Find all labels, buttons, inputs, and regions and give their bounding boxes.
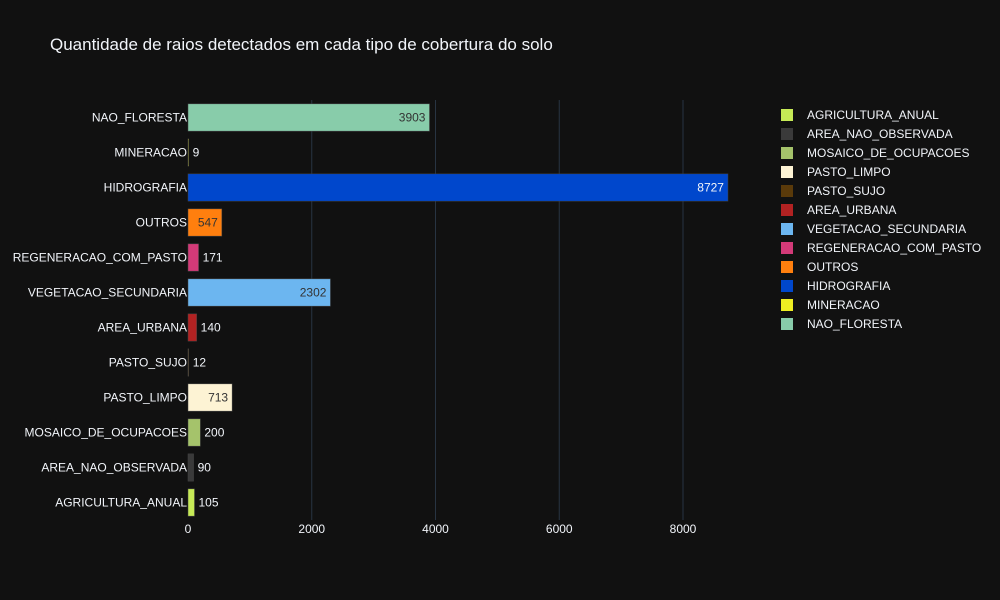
category-label: AREA_NAO_OBSERVADA <box>41 461 187 475</box>
category-labels: AGRICULTURA_ANUAL AREA_NAO_OBSERVADA MOSAI… <box>13 111 188 510</box>
data-label: 105 <box>198 496 218 510</box>
legend-item-mineracao[interactable]: MINERACAO <box>781 298 880 312</box>
legend-swatch <box>781 280 793 292</box>
legend-label: REGENERACAO_COM_PASTO <box>807 241 981 255</box>
bar-mosaico-de-ocupacoes[interactable] <box>187 418 201 447</box>
legend[interactable]: AGRICULTURA_ANUAL AREA_NAO_OBSERVADA MOSAI… <box>781 108 981 331</box>
data-label: 9 <box>193 146 200 160</box>
legend-item-hidrografia[interactable]: HIDROGRAFIA <box>781 279 890 293</box>
data-label: 2302 <box>300 286 327 300</box>
legend-label: PASTO_SUJO <box>807 184 885 198</box>
legend-label: PASTO_LIMPO <box>807 165 891 179</box>
data-label: 8727 <box>697 181 724 195</box>
data-labels: 105 90 200 713 12 140 2302 171 547 8727 9 3903 <box>193 111 725 510</box>
bar-pasto-limpo[interactable] <box>187 383 233 412</box>
legend-item-regeneracao-com-pasto[interactable]: REGENERACAO_COM_PASTO <box>781 241 981 255</box>
data-label: 547 <box>198 216 218 230</box>
legend-label: HIDROGRAFIA <box>807 279 890 293</box>
legend-label: AREA_URBANA <box>807 203 896 217</box>
legend-swatch <box>781 242 793 254</box>
legend-item-mosaico-de-ocupacoes[interactable]: MOSAICO_DE_OCUPACOES <box>781 146 969 160</box>
legend-item-area-nao-observada[interactable]: AREA_NAO_OBSERVADA <box>781 127 953 141</box>
data-label: 200 <box>204 426 224 440</box>
category-label: PASTO_LIMPO <box>103 391 187 405</box>
x-tick-label: 6000 <box>546 522 573 536</box>
legend-label: VEGETACAO_SECUNDARIA <box>807 222 966 236</box>
legend-label: AREA_NAO_OBSERVADA <box>807 127 953 141</box>
category-label: MINERACAO <box>114 146 187 160</box>
legend-swatch <box>781 318 793 330</box>
data-label: 171 <box>203 251 223 265</box>
category-label: VEGETACAO_SECUNDARIA <box>28 286 187 300</box>
legend-swatch <box>781 166 793 178</box>
x-tick-label: 0 <box>185 522 192 536</box>
legend-swatch <box>781 299 793 311</box>
bar-hidrografia[interactable] <box>187 173 729 202</box>
x-tick-label: 2000 <box>298 522 325 536</box>
grid-lines <box>311 100 684 520</box>
x-tick-label: 8000 <box>670 522 697 536</box>
chart-title: Quantidade de raios detectados em cada t… <box>50 35 553 54</box>
legend-label: NAO_FLORESTA <box>807 317 902 331</box>
legend-swatch <box>781 109 793 121</box>
legend-item-agricultura-anual[interactable]: AGRICULTURA_ANUAL <box>781 108 939 122</box>
legend-swatch <box>781 147 793 159</box>
bar-nao-floresta[interactable] <box>187 103 430 132</box>
bar-agricultura-anual[interactable] <box>187 488 195 517</box>
legend-item-vegetacao-secundaria[interactable]: VEGETACAO_SECUNDARIA <box>781 222 966 236</box>
legend-label: MOSAICO_DE_OCUPACOES <box>807 146 969 160</box>
bars-group <box>187 103 729 517</box>
legend-swatch <box>781 185 793 197</box>
legend-label: OUTROS <box>807 260 858 274</box>
legend-swatch <box>781 261 793 273</box>
x-axis-ticks: 0 2000 4000 6000 8000 <box>185 522 697 536</box>
category-label: HIDROGRAFIA <box>104 181 187 195</box>
bar-area-nao-observada[interactable] <box>187 453 194 482</box>
data-label: 3903 <box>399 111 426 125</box>
category-label: PASTO_SUJO <box>109 356 187 370</box>
legend-label: AGRICULTURA_ANUAL <box>807 108 939 122</box>
legend-label: MINERACAO <box>807 298 880 312</box>
category-label: OUTROS <box>136 216 187 230</box>
category-label: MOSAICO_DE_OCUPACOES <box>25 426 187 440</box>
category-label: AREA_URBANA <box>98 321 187 335</box>
legend-item-pasto-sujo[interactable]: PASTO_SUJO <box>781 184 885 198</box>
legend-item-area-urbana[interactable]: AREA_URBANA <box>781 203 896 217</box>
data-label: 140 <box>201 321 221 335</box>
legend-swatch <box>781 204 793 216</box>
category-label: AGRICULTURA_ANUAL <box>55 496 187 510</box>
legend-item-pasto-limpo[interactable]: PASTO_LIMPO <box>781 165 891 179</box>
category-label: NAO_FLORESTA <box>92 111 187 125</box>
bar-pasto-sujo[interactable] <box>187 348 189 377</box>
data-label: 12 <box>193 356 207 370</box>
bar-mineracao[interactable] <box>187 138 189 167</box>
legend-swatch <box>781 128 793 140</box>
legend-item-nao-floresta[interactable]: NAO_FLORESTA <box>781 317 902 331</box>
x-tick-label: 4000 <box>422 522 449 536</box>
bar-vegetacao-secundaria[interactable] <box>187 278 331 307</box>
data-label: 713 <box>208 391 228 405</box>
bar-area-urbana[interactable] <box>187 313 197 342</box>
legend-item-outros[interactable]: OUTROS <box>781 260 858 274</box>
bar-outros[interactable] <box>187 208 223 237</box>
data-label: 90 <box>198 461 212 475</box>
legend-swatch <box>781 223 793 235</box>
bar-regeneracao-com-pasto[interactable] <box>187 243 199 272</box>
category-label: REGENERACAO_COM_PASTO <box>13 251 187 265</box>
